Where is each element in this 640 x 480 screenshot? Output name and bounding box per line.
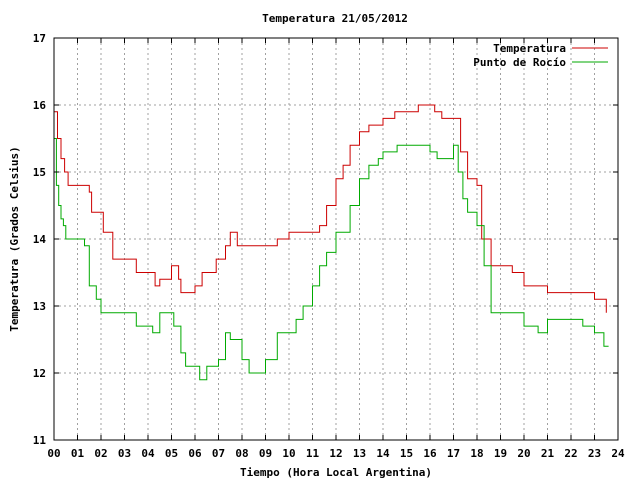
x-tick-label: 04 <box>141 447 155 460</box>
grid-layer <box>54 38 618 440</box>
y-tick-label: 15 <box>33 166 46 179</box>
x-tick-label: 14 <box>376 447 390 460</box>
chart-title: Temperatura 21/05/2012 <box>262 12 408 25</box>
x-tick-label: 21 <box>541 447 555 460</box>
x-tick-label: 18 <box>470 447 483 460</box>
x-axis-label: Tiempo (Hora Local Argentina) <box>240 466 432 479</box>
x-tick-label: 01 <box>71 447 85 460</box>
y-tick-label: 14 <box>33 233 47 246</box>
y-tick-label: 13 <box>33 300 46 313</box>
series-layer <box>54 104 609 381</box>
x-tick-label: 12 <box>329 447 342 460</box>
y-tick-labels: 11 12 13 14 15 16 17 <box>33 32 618 447</box>
x-tick-label: 16 <box>423 447 437 460</box>
x-tick-label: 06 <box>188 447 202 460</box>
x-tick-label: 15 <box>400 447 413 460</box>
x-tick-label: 08 <box>235 447 248 460</box>
y-tick-label: 16 <box>33 99 47 112</box>
legend-label: Temperatura <box>493 42 566 55</box>
y-tick-label: 17 <box>33 32 46 45</box>
legend-label: Punto de Rocío <box>473 56 566 69</box>
x-tick-label: 19 <box>494 447 507 460</box>
x-tick-label: 10 <box>282 447 295 460</box>
x-tick-label: 23 <box>588 447 601 460</box>
x-tick-label: 17 <box>447 447 460 460</box>
x-tick-label: 02 <box>94 447 107 460</box>
y-tick-label: 11 <box>33 434 47 447</box>
series-line-punto-de-rocio <box>54 138 609 381</box>
x-tick-label: 22 <box>564 447 577 460</box>
y-tick-label: 12 <box>33 367 46 380</box>
x-tick-label: 03 <box>118 447 131 460</box>
x-tick-label: 11 <box>306 447 320 460</box>
x-tick-labels: 00 01 02 03 04 05 06 07 08 09 10 11 12 13 14 15 16 17 18 19… <box>47 38 625 460</box>
x-tick-label: 05 <box>165 447 178 460</box>
x-tick-label: 24 <box>611 447 625 460</box>
x-tick-label: 09 <box>259 447 272 460</box>
x-tick-label: 00 <box>47 447 60 460</box>
y-axis-label: Temperatura (Grados Celsius) <box>8 146 21 331</box>
x-tick-label: 13 <box>353 447 366 460</box>
x-tick-label: 20 <box>517 447 530 460</box>
x-tick-label: 07 <box>212 447 225 460</box>
series-line-temperatura <box>54 104 607 313</box>
